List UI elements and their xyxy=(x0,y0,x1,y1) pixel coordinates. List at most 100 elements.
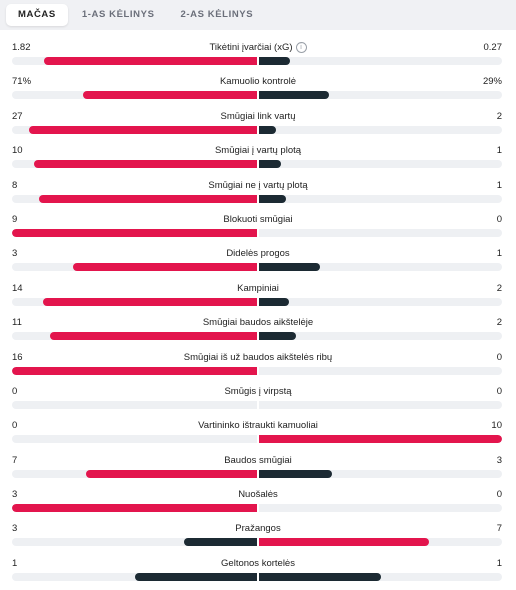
stat-label-text: Pražangos xyxy=(235,523,281,535)
home-value: 71% xyxy=(12,76,32,88)
away-bar xyxy=(259,538,430,547)
home-bar xyxy=(12,366,257,375)
stat-label-text: Blokuoti smūgiai xyxy=(223,213,293,225)
home-bar xyxy=(39,194,257,203)
away-bar xyxy=(259,194,286,203)
home-bar-track xyxy=(12,297,257,306)
away-bar-track xyxy=(259,400,502,409)
stat-label: Geltonos kortelės xyxy=(0,558,516,570)
stat-row: 7 Baudos smūgiai 3 xyxy=(0,443,516,478)
tab-first-half[interactable]: 1-AS KĖLINYS xyxy=(81,9,155,20)
tab-match[interactable]: MAČAS xyxy=(6,4,68,26)
stat-label: Smūgiai ne į vartų plotą xyxy=(0,180,516,192)
stat-label-text: Baudos smūgiai xyxy=(224,454,292,466)
away-value: 1 xyxy=(496,557,502,569)
stat-label-text: Smūgiai baudos aikštelėje xyxy=(202,317,314,329)
away-bar-track xyxy=(259,263,502,272)
stat-label-text: Smūgis į virpstą xyxy=(224,385,292,397)
home-bar-track xyxy=(12,469,257,478)
stat-label: Smūgiai į vartų plotą xyxy=(0,145,516,157)
home-bar xyxy=(12,504,257,513)
stat-row: 10 Smūgiai į vartų plotą 1 xyxy=(0,133,516,169)
home-value: 7 xyxy=(12,454,18,466)
tab-second-half[interactable]: 2-AS KĖLINYS xyxy=(180,9,254,20)
away-bar-track xyxy=(259,435,502,444)
away-bar xyxy=(259,263,320,272)
away-bar-track xyxy=(259,125,502,134)
stat-label: Smūgiai link vartų xyxy=(0,111,516,123)
away-bar xyxy=(259,160,282,169)
away-value: 2 xyxy=(496,282,502,294)
home-bar-track xyxy=(12,400,257,409)
away-value: 1 xyxy=(496,145,502,157)
stat-label-text: Nuošalės xyxy=(238,489,278,501)
stat-row: 0 Vartininko ištraukti kamuoliai 10 xyxy=(0,408,516,444)
away-bar xyxy=(259,572,381,581)
home-value: 3 xyxy=(12,489,18,501)
stat-row: 16 Smūgiai iš už baudos aikštelės ribų 0 xyxy=(0,340,516,375)
stat-label-text: Didelės progos xyxy=(226,248,290,260)
away-bar xyxy=(259,332,297,341)
stat-label-text: Smūgiai iš už baudos aikštelės ribų xyxy=(183,351,333,363)
stat-label-text: Smūgiai link vartų xyxy=(220,110,296,122)
home-bar-track xyxy=(12,572,257,581)
away-value: 3 xyxy=(496,454,502,466)
home-bar xyxy=(42,297,257,306)
home-value: 10 xyxy=(12,145,23,157)
away-bar xyxy=(259,297,290,306)
home-bar-track xyxy=(12,538,257,547)
stat-label: Kampiniai xyxy=(0,283,516,295)
away-value: 1 xyxy=(496,248,502,260)
away-bar-track xyxy=(259,297,502,306)
stat-label: Pražangos xyxy=(0,523,516,535)
away-value: 0 xyxy=(496,213,502,225)
away-bar xyxy=(259,125,276,134)
home-value: 3 xyxy=(12,248,18,260)
away-bar xyxy=(259,469,332,478)
home-bar-track xyxy=(12,332,257,341)
stat-label-text: Kampiniai xyxy=(237,282,279,294)
info-icon[interactable]: i xyxy=(295,42,307,53)
stat-row: 0 Smūgis į virpstą 0 xyxy=(0,374,516,409)
away-bar-track xyxy=(259,91,502,100)
home-bar xyxy=(73,263,257,272)
home-value: 16 xyxy=(12,351,23,363)
away-value: 10 xyxy=(491,420,502,432)
home-bar xyxy=(83,91,257,100)
home-bar xyxy=(34,160,257,169)
away-bar-track xyxy=(259,504,502,513)
stat-label: Nuošalės xyxy=(0,489,516,501)
away-value: 29% xyxy=(482,76,502,88)
stat-row: 3 Pražangos 7 xyxy=(0,511,516,547)
away-bar-track xyxy=(259,572,502,581)
home-value: 11 xyxy=(12,317,22,329)
stat-row: 8 Smūgiai ne į vartų plotą 1 xyxy=(0,168,516,203)
stats-list: 1.82 Tikėtini įvarčiai (xG) i 0.27 71% Kamuol… xyxy=(0,30,516,581)
stat-label: Kamuolio kontrolė xyxy=(0,76,516,88)
stat-label-text: Geltonos kortelės xyxy=(221,557,295,569)
away-bar-track xyxy=(259,366,502,375)
away-bar-track xyxy=(259,57,502,65)
away-value: 7 xyxy=(496,523,502,535)
stat-label: Blokuoti smūgiai xyxy=(0,214,516,226)
home-value: 1 xyxy=(12,557,18,569)
home-bar xyxy=(49,332,257,341)
away-bar-track xyxy=(259,538,502,547)
away-value: 0 xyxy=(496,385,502,397)
home-value: 1.82 xyxy=(12,42,31,53)
away-value: 0.27 xyxy=(483,42,503,53)
stat-label: Didelės progos xyxy=(0,248,516,260)
stat-label: Tikėtini įvarčiai (xG) i xyxy=(0,42,516,54)
away-value: 1 xyxy=(496,179,502,191)
stat-label: Smūgiai iš už baudos aikštelės ribų xyxy=(0,352,516,364)
home-value: 0 xyxy=(12,420,18,432)
away-bar-track xyxy=(259,228,502,237)
stat-row: 9 Blokuoti smūgiai 0 xyxy=(0,202,516,237)
stat-row: 3 Nuošalės 0 xyxy=(0,477,516,513)
stat-label-text: Kamuolio kontrolė xyxy=(219,76,297,88)
away-bar xyxy=(259,91,330,100)
stat-row: 14 Kampiniai 2 xyxy=(0,271,516,306)
home-bar-track xyxy=(12,194,257,203)
home-value: 8 xyxy=(12,179,18,191)
home-bar-track xyxy=(12,263,257,272)
